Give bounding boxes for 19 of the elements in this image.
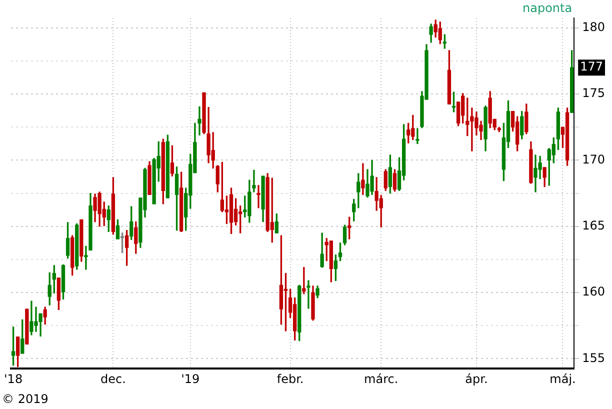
candlestick	[256, 185, 260, 208]
x-tick-label: márc.	[364, 372, 398, 386]
y-tick-label: 155	[582, 350, 605, 365]
y-tick-label: 175	[582, 86, 605, 100]
text: 177	[580, 60, 603, 74]
y-tick-label: 165	[582, 218, 605, 232]
y-tick-label: 180	[582, 20, 605, 34]
y-tick-label: 160	[582, 284, 605, 299]
x-tick-label: febr.	[276, 372, 304, 386]
candlestick	[416, 128, 420, 144]
x-tick-label: máj.	[550, 372, 576, 386]
x-tick-label: ápr.	[465, 372, 488, 386]
y-tick-label: 170	[582, 152, 605, 166]
x-tick-label: '19	[181, 372, 200, 386]
candlestick	[306, 280, 310, 309]
x-tick-label: dec.	[100, 372, 126, 386]
text: naponta	[522, 1, 572, 16]
text: © 2019	[2, 392, 48, 406]
x-tick-label: '18	[4, 372, 23, 386]
